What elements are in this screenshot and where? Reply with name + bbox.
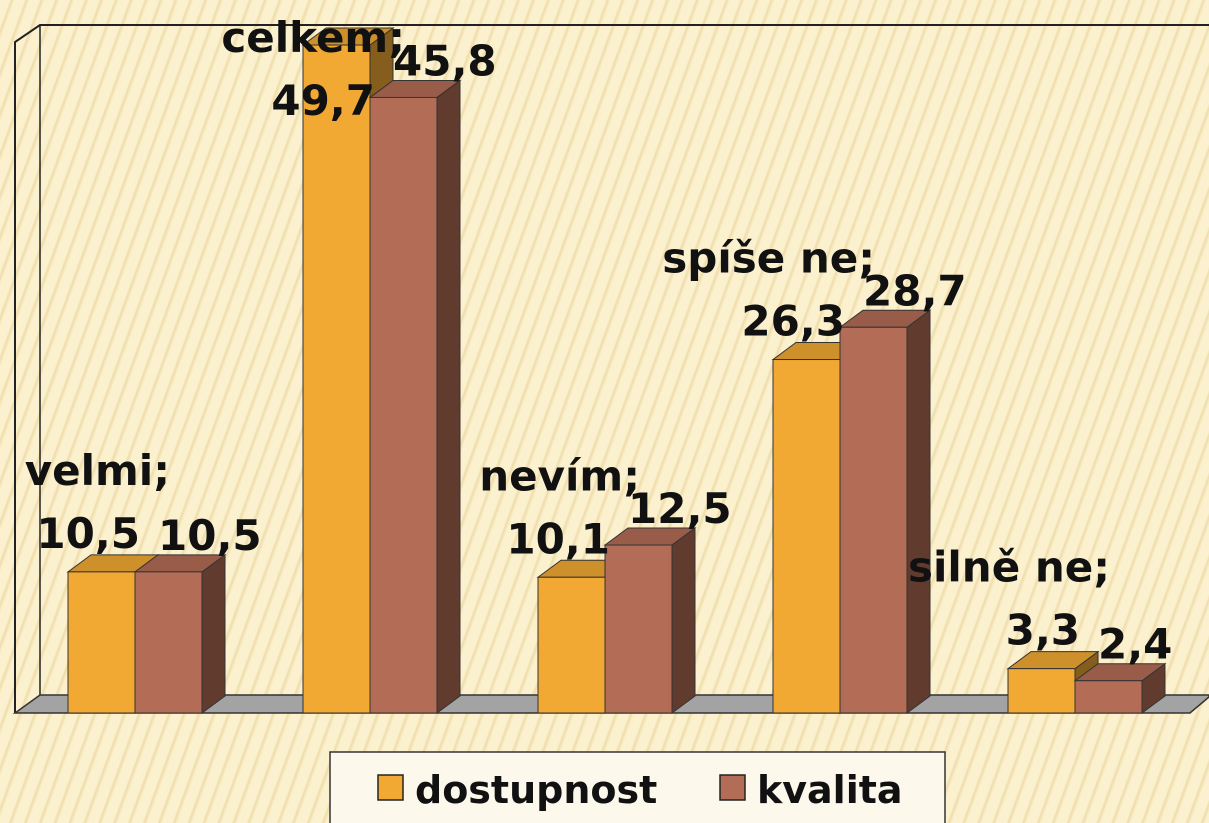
data-label: 2,4 [1098, 620, 1172, 669]
bar [1007, 668, 1076, 714]
data-label: 10,5 [36, 509, 140, 558]
bar-side [201, 553, 226, 714]
bars [66, 27, 1167, 714]
bar-side [436, 79, 461, 714]
data-label: 12,5 [628, 484, 732, 533]
category-label: celkem; [221, 13, 405, 62]
legend-label: dostupnost [415, 768, 657, 812]
category-label: nevím; [479, 451, 640, 500]
data-label: 10,5 [158, 511, 262, 560]
data-label: 45,8 [393, 36, 497, 85]
bar [67, 571, 136, 714]
category-label: silně ne; [908, 543, 1110, 592]
data-label: 28,7 [863, 266, 967, 315]
legend-box [329, 751, 946, 823]
bar [772, 359, 841, 714]
data-label: 10,1 [506, 514, 610, 563]
data-label: 3,3 [1006, 606, 1080, 655]
legend-swatch [719, 774, 746, 801]
back-wall [14, 24, 1209, 713]
bar-side [906, 309, 931, 714]
bar [604, 544, 673, 714]
bar [1074, 680, 1143, 714]
data-label: 26,3 [741, 297, 845, 346]
data-label: 49,7 [271, 76, 375, 125]
legend-swatch [377, 774, 404, 801]
bar [839, 326, 908, 714]
legend-label: kvalita [757, 768, 903, 812]
bar [369, 96, 438, 714]
bar [302, 44, 371, 714]
category-label: velmi; [25, 446, 170, 495]
bar [134, 571, 203, 714]
category-label: spíše ne; [662, 234, 875, 283]
bar-side [671, 527, 696, 714]
bar [537, 576, 606, 714]
